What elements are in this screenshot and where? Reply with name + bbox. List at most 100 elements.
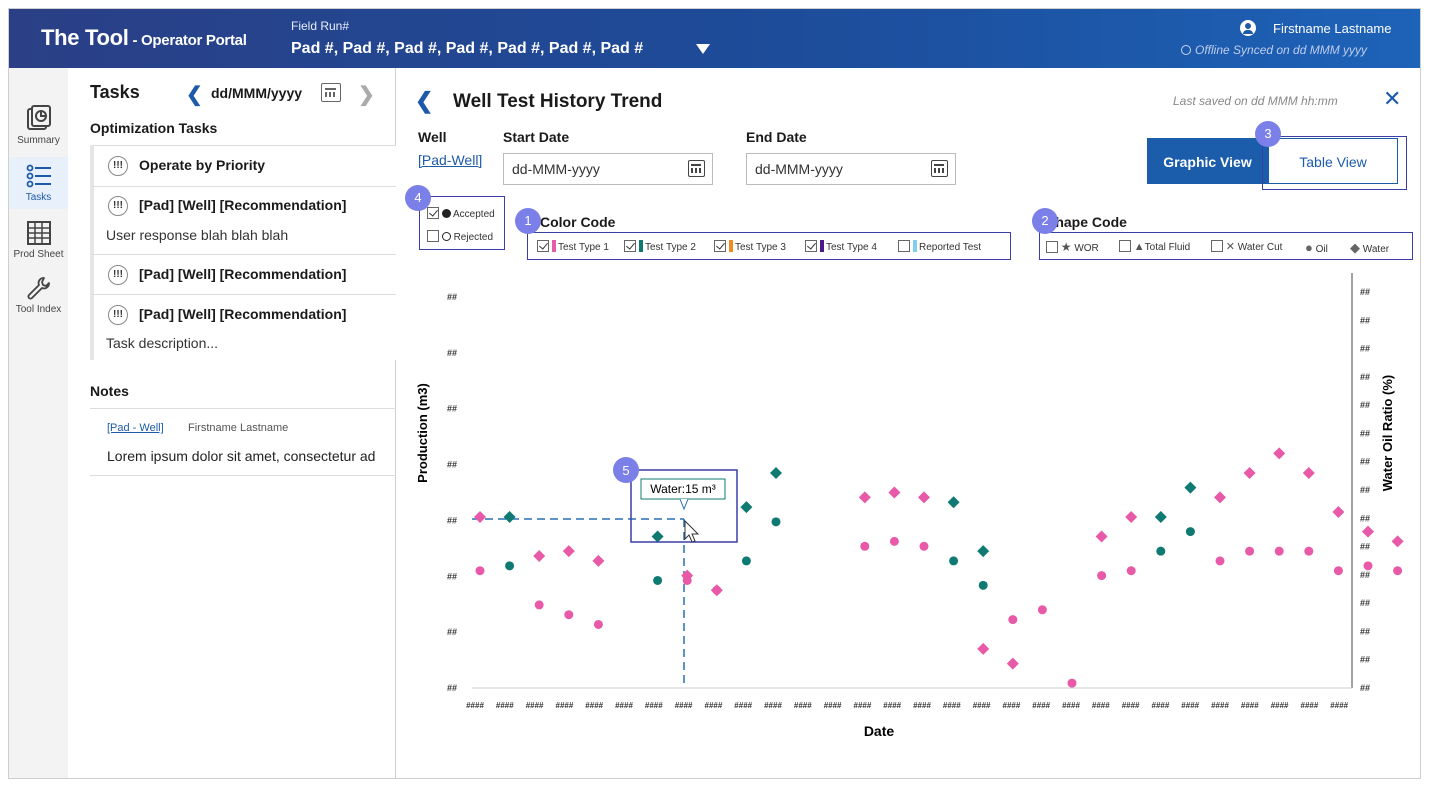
data-point-diamond[interactable] <box>977 545 990 558</box>
trend-chart[interactable]: ################ #######################… <box>397 263 1421 743</box>
task-item[interactable]: !!! [Pad] [Well] [Recommendation] <box>90 254 396 294</box>
data-point-circle[interactable] <box>860 541 870 551</box>
data-point-diamond[interactable] <box>592 554 605 567</box>
data-point-diamond[interactable] <box>1125 510 1138 523</box>
data-point-diamond[interactable] <box>1273 447 1286 460</box>
data-point-diamond[interactable] <box>681 569 694 582</box>
shape-filter-total-fluid[interactable]: ▲Total Fluid <box>1119 240 1190 253</box>
data-point-circle[interactable] <box>475 566 485 576</box>
data-point-diamond[interactable] <box>474 510 486 523</box>
data-point-circle[interactable] <box>1037 605 1047 615</box>
data-point-circle[interactable] <box>949 556 959 566</box>
back-arrow-icon[interactable]: ❮ <box>415 88 434 113</box>
calendar-icon[interactable] <box>688 160 705 177</box>
data-point-circle[interactable] <box>1067 678 1077 688</box>
checkbox[interactable] <box>805 240 817 252</box>
data-point-diamond[interactable] <box>858 491 871 504</box>
data-point-diamond[interactable] <box>977 642 990 655</box>
data-point-diamond[interactable] <box>1302 466 1315 479</box>
data-point-circle[interactable] <box>534 600 544 610</box>
data-point-circle[interactable] <box>712 585 722 595</box>
data-point-circle[interactable] <box>889 536 899 546</box>
task-item[interactable]: !!! [Pad] [Well] [Recommendation] Task d… <box>90 294 396 360</box>
shape-filter-oil[interactable]: ● Oil <box>1305 240 1328 255</box>
data-point-circle[interactable] <box>1333 566 1343 576</box>
color-filter-test-type-1[interactable]: Test Type 1 <box>537 240 609 253</box>
data-point-circle[interactable] <box>1008 615 1018 625</box>
nav-item-summary[interactable]: Summary <box>9 104 68 154</box>
data-point-diamond[interactable] <box>503 510 516 523</box>
checkbox[interactable] <box>898 240 910 252</box>
chevron-down-icon[interactable] <box>696 44 710 54</box>
calendar-icon[interactable] <box>931 160 948 177</box>
data-point-circle[interactable] <box>1393 566 1403 576</box>
data-point-diamond[interactable] <box>740 501 753 514</box>
data-point-diamond[interactable] <box>770 466 782 479</box>
data-point-diamond[interactable] <box>1362 525 1374 538</box>
task-item[interactable]: !!! Operate by Priority <box>90 145 396 186</box>
data-point-circle[interactable] <box>682 575 692 585</box>
data-point-circle[interactable] <box>741 556 751 566</box>
data-point-diamond[interactable] <box>1332 506 1345 519</box>
data-point-diamond[interactable] <box>533 550 546 563</box>
previous-date-icon[interactable]: ❮ <box>186 84 203 106</box>
checkbox[interactable] <box>427 207 439 219</box>
task-item[interactable]: !!! [Pad] [Well] [Recommendation] User r… <box>90 186 396 254</box>
nav-item-tool-index[interactable]: Tool Index <box>9 275 68 325</box>
data-point-circle[interactable] <box>978 580 988 590</box>
data-point-circle[interactable] <box>564 610 574 620</box>
next-date-icon[interactable]: ❯ <box>358 84 375 106</box>
data-point-diamond[interactable] <box>1184 481 1197 494</box>
data-point-circle[interactable] <box>593 619 603 629</box>
well-link[interactable]: [Pad-Well] <box>418 152 483 168</box>
data-point-diamond[interactable] <box>562 545 575 558</box>
data-point-circle[interactable] <box>505 561 515 571</box>
start-date-input[interactable]: dd-MMM-yyyy <box>503 153 713 185</box>
data-point-diamond[interactable] <box>1214 491 1226 504</box>
calendar-icon[interactable] <box>321 83 341 102</box>
nav-item-prod-sheet[interactable]: Prod Sheet <box>9 220 68 270</box>
data-point-circle[interactable] <box>1274 546 1284 556</box>
checkbox[interactable] <box>537 240 549 252</box>
data-point-diamond[interactable] <box>1006 657 1019 670</box>
shape-filter-wor[interactable]: ★ WOR <box>1046 240 1099 254</box>
data-point-diamond[interactable] <box>651 530 664 543</box>
data-point-circle[interactable] <box>1363 561 1373 571</box>
data-point-circle[interactable] <box>1215 556 1225 566</box>
data-point-diamond[interactable] <box>947 496 960 509</box>
data-point-circle[interactable] <box>1097 571 1107 581</box>
accepted-filter[interactable]: Accepted <box>427 207 495 220</box>
data-point-circle[interactable] <box>919 541 929 551</box>
table-view-button[interactable]: Table View <box>1268 138 1398 184</box>
data-point-diamond[interactable] <box>918 491 930 504</box>
field-run-selector[interactable]: Pad #, Pad #, Pad #, Pad #, Pad #, Pad #… <box>291 40 644 57</box>
checkbox[interactable] <box>427 230 439 242</box>
data-point-circle[interactable] <box>1185 527 1195 537</box>
end-date-input[interactable]: dd-MMM-yyyy <box>746 153 956 185</box>
nav-item-tasks[interactable]: Tasks <box>9 157 68 209</box>
shape-filter-water-cut[interactable]: ✕ Water Cut <box>1211 240 1282 253</box>
data-point-diamond[interactable] <box>1243 466 1256 479</box>
user-avatar-icon[interactable] <box>1240 20 1256 36</box>
data-point-diamond[interactable] <box>1154 510 1167 523</box>
checkbox[interactable] <box>1211 240 1223 252</box>
data-point-circle[interactable] <box>1304 546 1314 556</box>
close-icon[interactable]: ✕ <box>1383 86 1402 111</box>
data-point-diamond[interactable] <box>888 486 901 499</box>
user-name[interactable]: Firstname Lastname <box>1273 21 1392 36</box>
checkbox[interactable] <box>714 240 726 252</box>
checkbox[interactable] <box>624 240 636 252</box>
data-point-diamond[interactable] <box>1391 535 1404 548</box>
graphic-view-button[interactable]: Graphic View <box>1147 138 1268 184</box>
color-filter-test-type-3[interactable]: Test Type 3 <box>714 240 786 253</box>
color-filter-test-type-2[interactable]: Test Type 2 <box>624 240 696 253</box>
data-point-circle[interactable] <box>771 517 781 527</box>
checkbox[interactable] <box>1119 240 1131 252</box>
checkbox[interactable] <box>1046 241 1058 253</box>
data-point-diamond[interactable] <box>1095 530 1108 543</box>
rejected-filter[interactable]: Rejected <box>427 230 493 243</box>
data-point-circle[interactable] <box>1126 566 1136 576</box>
color-filter-test-type-4[interactable]: Test Type 4 <box>805 240 877 253</box>
data-point-circle[interactable] <box>1156 546 1166 556</box>
shape-filter-water[interactable]: ◆ Water <box>1350 240 1390 255</box>
